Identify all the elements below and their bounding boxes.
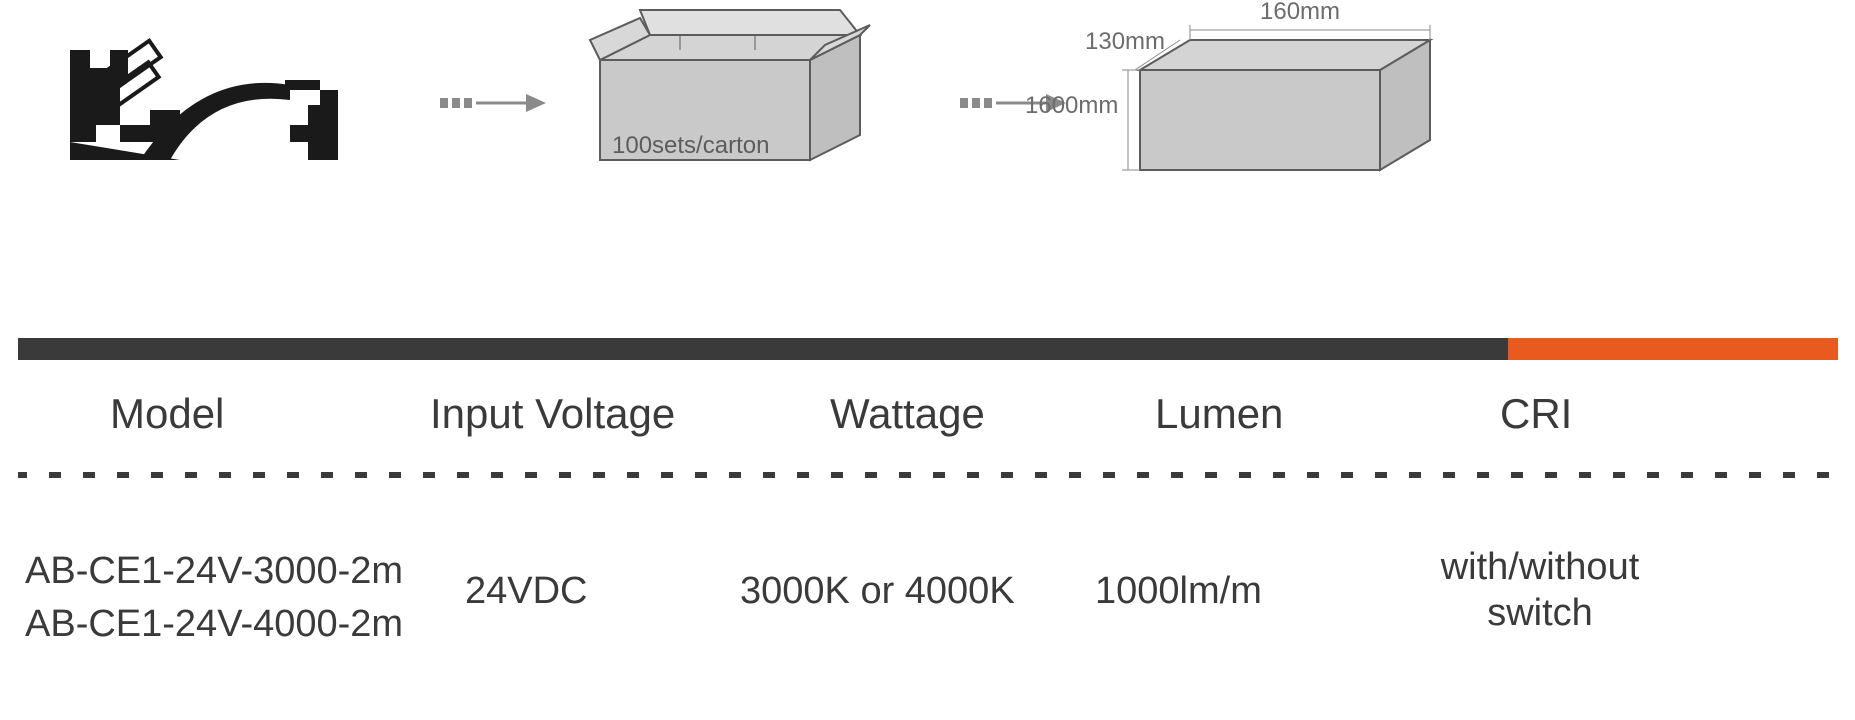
dim-depth-label: 130mm — [1085, 28, 1165, 56]
model-value-1: AB-CE1-24V-3000-2m — [25, 545, 403, 598]
cell-wattage: 3000K or 4000K — [740, 570, 1015, 613]
header-lumen: Lumen — [1155, 390, 1283, 438]
model-value-2: AB-CE1-24V-4000-2m — [25, 598, 403, 651]
dim-width-label: 160mm — [1260, 0, 1340, 26]
divider-bar-orange — [1508, 338, 1838, 360]
header-wattage: Wattage — [830, 390, 985, 438]
cell-lumen: 1000lm/m — [1095, 570, 1262, 613]
diagram-row: 100sets/carton 160mm 130mm 1600mm — [0, 0, 1855, 200]
header-input-voltage: Input Voltage — [430, 390, 675, 438]
arrow-icon — [440, 88, 550, 118]
cell-cri: with/without switch — [1400, 545, 1680, 636]
header-cri: CRI — [1500, 390, 1572, 438]
profile-cross-section-icon — [60, 30, 340, 170]
dotted-divider — [18, 470, 1838, 480]
divider-bar-dark — [18, 338, 1508, 360]
carton-qty-label: 100sets/carton — [612, 132, 769, 160]
dim-height-label: 1600mm — [1025, 92, 1118, 120]
cell-input-voltage: 24VDC — [465, 570, 588, 613]
cri-value-1: with/without — [1400, 545, 1680, 591]
header-model: Model — [110, 390, 224, 438]
cri-value-2: switch — [1400, 591, 1680, 637]
cell-model: AB-CE1-24V-3000-2m AB-CE1-24V-4000-2m — [25, 545, 403, 651]
